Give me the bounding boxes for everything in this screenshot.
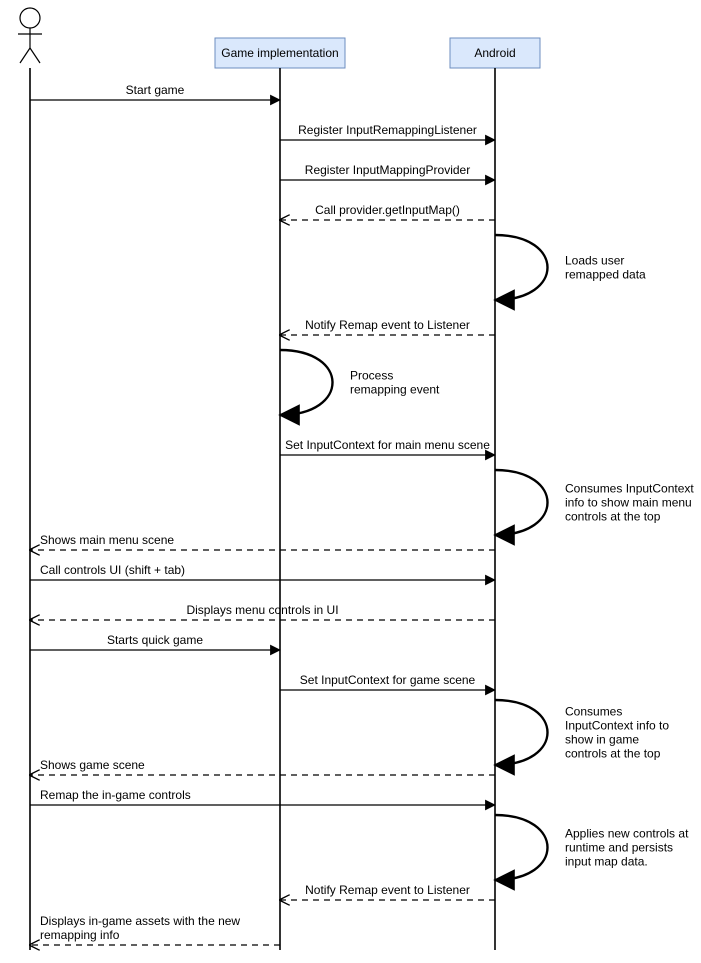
- participant-label-game: Game implementation: [221, 46, 338, 60]
- message-label-m7: Shows main menu scene: [40, 533, 174, 547]
- message-label-m14: Notify Remap event to Listener: [305, 883, 470, 897]
- message-m6: Set InputContext for main menu scene: [280, 438, 495, 455]
- message-m10: Starts quick game: [30, 633, 280, 650]
- message-m13: Remap the in-game controls: [30, 788, 495, 805]
- message-label-m10: Starts quick game: [107, 633, 203, 647]
- selfloop-s4: ConsumesInputContext info toshow in game…: [495, 700, 669, 765]
- message-m3: Register InputMappingProvider: [280, 163, 495, 180]
- selfloop-label-s4: controls at the top: [565, 747, 661, 761]
- selfloop-s3: Consumes InputContextinfo to show main m…: [495, 470, 694, 535]
- selfloop-label-s5: Applies new controls at: [565, 827, 689, 841]
- message-m9: Displays menu controls in UI: [30, 603, 495, 620]
- message-m14: Notify Remap event to Listener: [280, 883, 495, 900]
- message-m7: Shows main menu scene: [30, 533, 495, 550]
- selfloop-s5: Applies new controls atruntime and persi…: [495, 815, 689, 880]
- message-label-m13: Remap the in-game controls: [40, 788, 191, 802]
- selfloop-label-s4: InputContext info to: [565, 719, 669, 733]
- selfloop-s2: Processremapping event: [280, 350, 440, 415]
- participant-label-android: Android: [474, 46, 515, 60]
- selfloop-label-s5: input map data.: [565, 855, 648, 869]
- participant-android: Android: [450, 38, 540, 68]
- message-label-m5: Notify Remap event to Listener: [305, 318, 470, 332]
- message-m1: Start game: [30, 83, 280, 100]
- message-m5: Notify Remap event to Listener: [280, 318, 495, 335]
- message-m15: Displays in-game assets with the newrema…: [30, 914, 280, 945]
- message-label-m1: Start game: [126, 83, 185, 97]
- message-label-m6: Set InputContext for main menu scene: [285, 438, 490, 452]
- message-m4: Call provider.getInputMap(): [280, 203, 495, 220]
- message-label-m15: remapping info: [40, 928, 120, 942]
- selfloop-label-s1: Loads user: [565, 254, 624, 268]
- selfloop-label-s4: show in game: [565, 733, 639, 747]
- message-label-m8: Call controls UI (shift + tab): [40, 563, 185, 577]
- message-label-m2: Register InputRemappingListener: [298, 123, 477, 137]
- selfloop-label-s2: Process: [350, 369, 393, 383]
- selfloop-label-s3: info to show main menu: [565, 496, 692, 510]
- message-m12: Shows game scene: [30, 758, 495, 775]
- selfloop-label-s5: runtime and persists: [565, 841, 673, 855]
- message-label-m12: Shows game scene: [40, 758, 145, 772]
- message-m11: Set InputContext for game scene: [280, 673, 495, 690]
- selfloop-label-s2: remapping event: [350, 383, 440, 397]
- message-label-m4: Call provider.getInputMap(): [315, 203, 460, 217]
- selfloop-label-s4: Consumes: [565, 705, 622, 719]
- selfloop-label-s3: controls at the top: [565, 510, 661, 524]
- message-m2: Register InputRemappingListener: [280, 123, 495, 140]
- message-label-m9: Displays menu controls in UI: [186, 603, 338, 617]
- selfloop-label-s1: remapped data: [565, 268, 646, 282]
- message-label-m3: Register InputMappingProvider: [305, 163, 470, 177]
- selfloop-s1: Loads userremapped data: [495, 235, 646, 300]
- message-label-m15: Displays in-game assets with the new: [40, 914, 240, 928]
- selfloop-label-s3: Consumes InputContext: [565, 482, 694, 496]
- message-label-m11: Set InputContext for game scene: [300, 673, 476, 687]
- message-m8: Call controls UI (shift + tab): [30, 563, 495, 580]
- actor-user: [18, 8, 42, 63]
- participant-game: Game implementation: [215, 38, 345, 68]
